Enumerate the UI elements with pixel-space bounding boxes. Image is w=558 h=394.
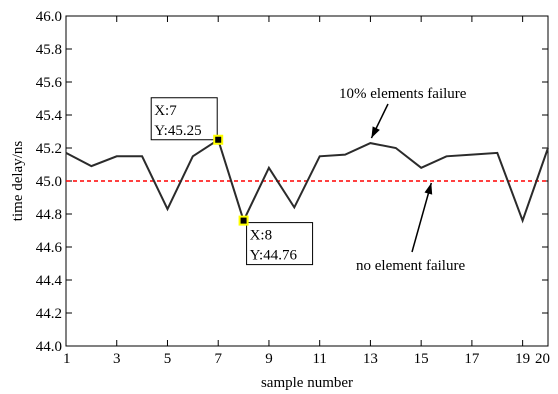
x-tick-label: 11 [312,351,326,367]
y-axis-title: time delay/ns [10,141,26,222]
annotation-nofailure-label: no element failure [356,258,465,274]
x-tick-label: 3 [113,351,121,367]
y-tick-label: 45.2 [36,141,62,157]
annotation-failure-label: 10% elements failure [339,86,467,102]
datatips: X:7 Y:45.25 X:8 Y:44.76 [150,97,314,266]
x-axis-title: sample number [261,375,353,391]
x-tick-label: 7 [214,351,222,367]
datatip: X:8 Y:44.76 [238,215,314,266]
x-tick-label: 20 [535,351,550,367]
x-tick-label: 5 [164,351,172,367]
datatip-box [150,97,218,141]
datatip-x-label: X:7 [154,103,177,119]
datatip: X:7 Y:45.25 [150,97,224,145]
annotations: 10% elements failure no element failure [339,86,467,274]
annotation-nofailure-arrow [411,182,433,253]
annotation-failure-arrow [370,103,389,139]
x-tick-label: 17 [464,351,480,367]
x-axis-ticks: 1 3 5 7 9 11 13 15 17 19 20 [63,16,550,367]
y-tick-label: 45.6 [36,75,63,91]
x-tick-label: 15 [414,351,429,367]
datatip-x-label: X:8 [250,228,273,244]
y-tick-label: 45.8 [36,42,62,58]
datatip-marker [238,215,249,226]
x-tick-label: 19 [515,351,530,367]
y-tick-label: 45.0 [36,174,62,190]
datatip-marker [213,134,224,145]
y-tick-label: 44.4 [36,273,63,289]
datatip-box [246,222,314,266]
y-tick-label: 44.6 [36,240,63,256]
x-tick-label: 13 [363,351,378,367]
y-tick-label: 46.0 [36,9,62,25]
y-tick-label: 44.8 [36,207,62,223]
datatip-y-label: Y:45.25 [154,123,201,139]
x-tick-label: 1 [63,351,71,367]
datatip-y-label: Y:44.76 [250,248,298,264]
y-tick-label: 45.4 [36,108,63,124]
failure-series-line [65,138,549,224]
y-tick-label: 44.2 [36,306,62,322]
x-tick-label: 9 [265,351,273,367]
y-tick-label: 44.0 [36,339,62,355]
